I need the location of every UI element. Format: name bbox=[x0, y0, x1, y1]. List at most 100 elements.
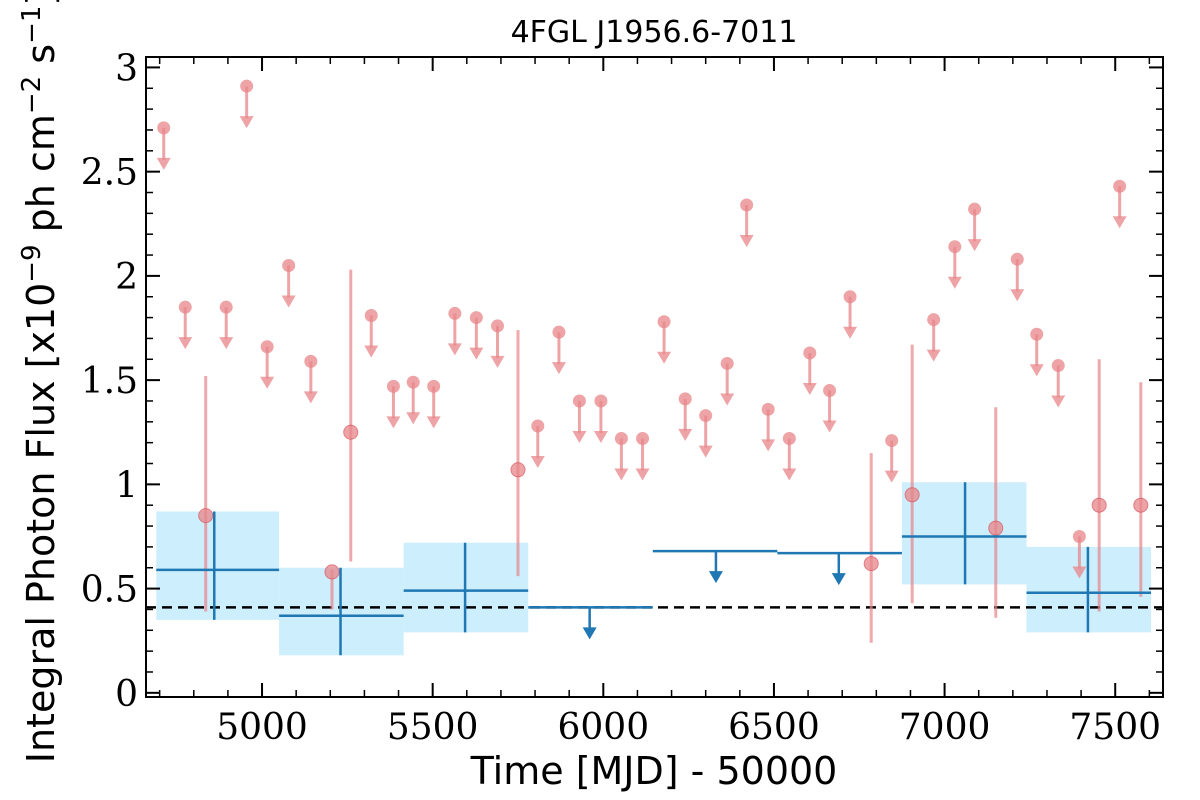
upper-limit-arrow-head bbox=[761, 439, 776, 452]
upper-limit-arrow-head bbox=[635, 468, 650, 481]
y-tick-label: 0.5 bbox=[81, 570, 138, 611]
chart-title: 4FGL J1956.6-7011 bbox=[511, 15, 798, 50]
upper-limit-arrow-head bbox=[530, 455, 545, 468]
y-tick-labels: 0 0.5 1 1.5 2 2.5 3 bbox=[81, 48, 138, 714]
upper-limit-arrow-head bbox=[678, 428, 693, 441]
x-tick-label: 7500 bbox=[1069, 707, 1161, 748]
upper-limit-point bbox=[1010, 252, 1024, 266]
long-bin-limit-arrow-head bbox=[708, 571, 723, 584]
short-bin-upper-limits bbox=[156, 79, 1127, 579]
upper-limit-arrow-head bbox=[947, 276, 962, 289]
long-bin-limit-arrow-head bbox=[831, 573, 846, 586]
y-tick-label: 3 bbox=[115, 48, 138, 89]
upper-limit-point bbox=[364, 309, 378, 323]
detection-point bbox=[1091, 497, 1107, 513]
upper-limit-point bbox=[927, 313, 941, 327]
upper-limit-arrow-head bbox=[698, 445, 713, 458]
y-axis-title-exponent: −1 bbox=[17, 6, 47, 44]
upper-limit-point bbox=[386, 379, 400, 393]
long-bin-upper-limits bbox=[528, 549, 902, 640]
upper-limit-point bbox=[304, 354, 318, 368]
x-tick-label: 6000 bbox=[557, 707, 649, 748]
upper-limit-point bbox=[157, 121, 171, 135]
upper-limit-point bbox=[761, 402, 775, 416]
upper-limit-arrow-head bbox=[1029, 364, 1044, 377]
upper-limit-point bbox=[678, 392, 692, 406]
uncertainty-band bbox=[156, 511, 280, 620]
upper-limit-point bbox=[552, 325, 566, 339]
upper-limit-arrow-head bbox=[657, 351, 672, 364]
y-axis-title-part: s bbox=[19, 44, 63, 76]
upper-limit-point bbox=[843, 290, 857, 304]
upper-limit-arrow-head bbox=[884, 470, 899, 483]
detection-point bbox=[904, 487, 920, 503]
upper-limit-arrow-head bbox=[967, 239, 982, 252]
upper-limit-arrow-head bbox=[843, 326, 858, 339]
upper-limit-point bbox=[531, 419, 545, 433]
upper-limit-arrow-head bbox=[490, 355, 505, 368]
upper-limit-arrow-head bbox=[469, 347, 484, 360]
upper-limit-arrow-head bbox=[239, 116, 254, 129]
long-bin-limit-arrow-head bbox=[582, 627, 597, 640]
upper-limit-arrow-head bbox=[1010, 289, 1025, 302]
upper-limit-point bbox=[427, 379, 441, 393]
upper-limit-point bbox=[240, 79, 254, 93]
upper-limit-arrow-head bbox=[406, 412, 421, 425]
upper-limit-point bbox=[594, 394, 608, 408]
upper-limit-arrow-head bbox=[386, 416, 401, 429]
upper-limit-arrow-head bbox=[156, 157, 171, 170]
upper-limit-point bbox=[823, 384, 837, 398]
upper-limit-point bbox=[469, 311, 483, 325]
upper-limit-arrow-head bbox=[739, 235, 754, 248]
y-axis-title: Integral Photon Flux [x10−9 ph cm−2 s−1] bbox=[17, 0, 63, 763]
y-tick-label: 1.5 bbox=[81, 361, 138, 402]
x-tick-label: 6500 bbox=[728, 707, 820, 748]
upper-limit-point bbox=[282, 258, 296, 272]
upper-limit-arrow-head bbox=[926, 349, 941, 362]
short-bin-detections bbox=[198, 269, 1149, 643]
upper-limit-arrow-head bbox=[720, 393, 735, 406]
upper-limit-point bbox=[657, 315, 671, 329]
upper-limit-point bbox=[491, 319, 505, 333]
detection-point bbox=[324, 564, 340, 580]
upper-limit-arrow-head bbox=[1051, 395, 1066, 408]
axis-ticks bbox=[146, 57, 1163, 697]
upper-limit-point bbox=[720, 356, 734, 370]
upper-limit-point bbox=[803, 346, 817, 360]
x-tick-labels: 5000 5500 6000 6500 7000 7500 bbox=[216, 707, 1161, 748]
upper-limit-point bbox=[885, 434, 899, 448]
upper-limit-point bbox=[260, 340, 274, 354]
upper-limit-point bbox=[1051, 359, 1065, 373]
y-tick-label: 1 bbox=[115, 465, 138, 506]
upper-limit-arrow-head bbox=[447, 343, 462, 356]
upper-limit-arrow-head bbox=[802, 383, 817, 396]
detection-point bbox=[198, 508, 214, 524]
y-axis-title-part: Integral Photon Flux [x10 bbox=[19, 283, 63, 764]
y-axis-title-exponent: −2 bbox=[17, 76, 47, 114]
upper-limit-arrow-head bbox=[219, 337, 234, 350]
upper-limit-point bbox=[1113, 179, 1127, 193]
plot-frame bbox=[145, 56, 1164, 698]
y-tick-label: 2.5 bbox=[81, 153, 138, 194]
detection-point bbox=[510, 462, 526, 478]
y-axis-title-exponent: −9 bbox=[17, 244, 47, 282]
upper-limit-point bbox=[614, 431, 628, 445]
upper-limit-arrow-head bbox=[303, 391, 318, 404]
upper-limit-arrow-head bbox=[572, 430, 587, 443]
detection-point bbox=[343, 424, 359, 440]
upper-limit-arrow-head bbox=[782, 468, 797, 481]
x-tick-label: 5500 bbox=[387, 707, 479, 748]
upper-limit-arrow-head bbox=[1072, 566, 1087, 579]
upper-limit-arrow-head bbox=[178, 337, 193, 350]
y-axis-title-part: ph cm bbox=[19, 114, 63, 244]
upper-limit-point bbox=[1030, 327, 1044, 341]
upper-limit-point bbox=[219, 300, 233, 314]
upper-limit-arrow-head bbox=[614, 468, 629, 481]
upper-limit-arrow-head bbox=[822, 420, 837, 433]
upper-limit-arrow-head bbox=[593, 430, 608, 443]
upper-limit-point bbox=[1072, 529, 1086, 543]
upper-limit-point bbox=[178, 300, 192, 314]
upper-limit-point bbox=[968, 202, 982, 216]
y-tick-label: 2 bbox=[115, 257, 138, 298]
